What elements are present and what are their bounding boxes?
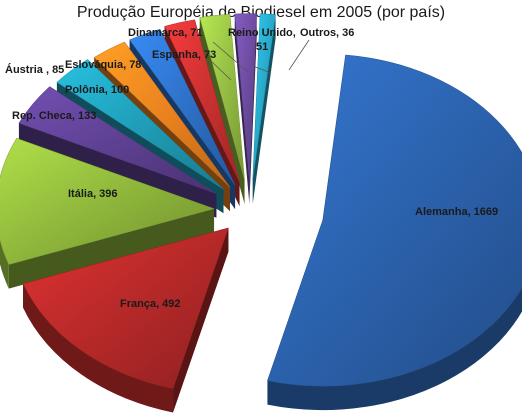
pie-slice-alemanha [267, 54, 522, 387]
pie-slice-eslov-quia [129, 28, 236, 186]
pie-slice-reino-unido [234, 13, 257, 180]
pie-slice-pol-nia [56, 59, 224, 190]
pie-slice-dinamarca [199, 13, 245, 180]
pie-slice-fran-a [22, 227, 229, 389]
pie-slice-outros [252, 13, 276, 180]
leader-line-11 [288, 39, 310, 71]
slice-label--ustria: Áustria , 85 [5, 63, 64, 76]
pie-slice--ustria [93, 41, 231, 188]
slice-label-pol-nia: Polônia, 100 [65, 84, 129, 96]
slice-label-fran-a: França, 492 [120, 298, 181, 310]
slice-label-eslov-quia: Eslováquia, 78 [65, 59, 141, 71]
slice-label-alemanha: Alemanha, 1669 [415, 206, 498, 218]
leader-line-8 [210, 60, 232, 81]
chart-title: Produção Européia de Biodiesel em 2005 (… [76, 4, 446, 21]
pie-slice-it-lia [0, 137, 215, 265]
slice-label-outros: Outros, 36 [300, 27, 354, 39]
leader-line-10 [252, 65, 272, 74]
slice-label-dinamarca: Dinamarca, 71 [128, 27, 203, 39]
slice-label-it-lia: Itália, 396 [68, 188, 118, 200]
slice-label-reino-unido: Reino Unido, 51 [228, 27, 296, 53]
slice-label-espanha: Espanha, 73 [152, 49, 216, 61]
slice-label-rep-checa: Rep. Checa, 133 [12, 110, 96, 122]
leader-line-9 [212, 41, 249, 73]
pie-slice-rep-checa [18, 86, 217, 194]
slice-side-10 [234, 13, 257, 204]
pie-slice-espanha [164, 19, 240, 183]
